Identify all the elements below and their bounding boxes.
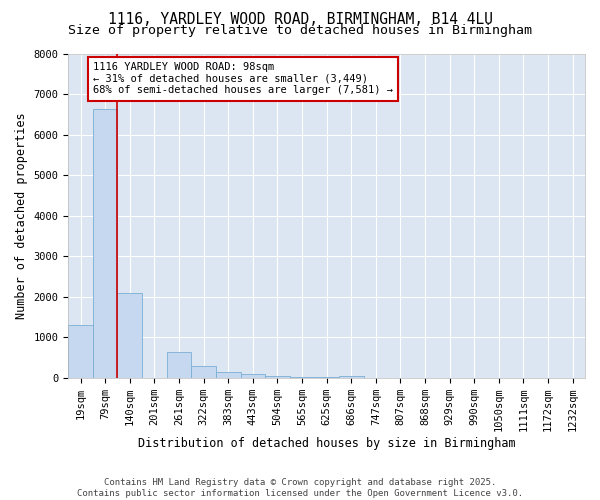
- Bar: [118, 293, 142, 378]
- X-axis label: Distribution of detached houses by size in Birmingham: Distribution of detached houses by size …: [138, 437, 515, 450]
- Text: 1116 YARDLEY WOOD ROAD: 98sqm
← 31% of detached houses are smaller (3,449)
68% o: 1116 YARDLEY WOOD ROAD: 98sqm ← 31% of d…: [93, 62, 393, 96]
- Bar: [93, 108, 118, 378]
- Y-axis label: Number of detached properties: Number of detached properties: [15, 112, 28, 320]
- Text: 1116, YARDLEY WOOD ROAD, BIRMINGHAM, B14 4LU: 1116, YARDLEY WOOD ROAD, BIRMINGHAM, B14…: [107, 12, 493, 28]
- Bar: [191, 366, 216, 378]
- Bar: [216, 372, 241, 378]
- Text: Size of property relative to detached houses in Birmingham: Size of property relative to detached ho…: [68, 24, 532, 37]
- Bar: [167, 352, 191, 378]
- Text: Contains HM Land Registry data © Crown copyright and database right 2025.
Contai: Contains HM Land Registry data © Crown c…: [77, 478, 523, 498]
- Bar: [265, 376, 290, 378]
- Bar: [290, 377, 314, 378]
- Bar: [339, 376, 364, 378]
- Bar: [241, 374, 265, 378]
- Bar: [68, 326, 93, 378]
- Bar: [314, 377, 339, 378]
